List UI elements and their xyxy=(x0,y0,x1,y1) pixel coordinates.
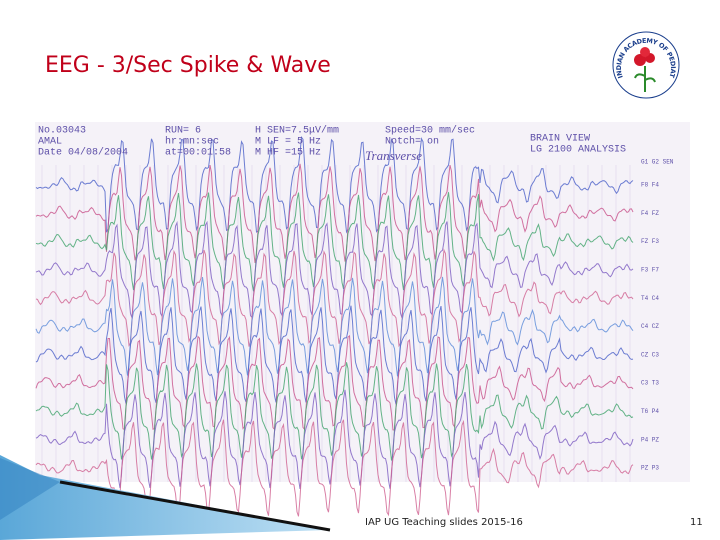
channel-labels: F8 F4 F4 FZ FZ F3 F3 F7 T4 C4 C4 CZ CZ C3 C3 T3… xyxy=(641,182,659,472)
page-number: 11 xyxy=(690,517,703,528)
channel-label: P4 PZ xyxy=(641,436,659,443)
channel-label: C4 CZ xyxy=(641,323,659,330)
header-text: M LF = 5 Hz xyxy=(255,137,321,148)
montage-label: Transverse xyxy=(365,148,422,163)
header-text: hr:mn:sec xyxy=(165,136,219,148)
logo-stem xyxy=(634,66,656,92)
header-text: RUN= 6 xyxy=(165,126,201,137)
eeg-trace xyxy=(35,305,634,405)
channel-label: T4 C4 xyxy=(641,295,659,302)
eeg-trace xyxy=(35,220,634,319)
channel-label: PZ P3 xyxy=(641,465,659,472)
column-header: G1 G2 SEN xyxy=(641,159,674,166)
corner-decoration xyxy=(0,458,60,520)
eeg-trace xyxy=(35,362,634,461)
logo-ring xyxy=(612,31,680,99)
channel-label: CZ C3 xyxy=(641,351,659,358)
corner-stroke xyxy=(59,480,331,532)
eeg-traces xyxy=(35,135,634,517)
eeg-trace xyxy=(35,163,634,263)
corner-decoration xyxy=(0,455,330,540)
header-text: at=00:01:58 xyxy=(165,148,231,159)
channel-label: T6 P4 xyxy=(641,408,659,415)
eeg-trace xyxy=(35,135,634,234)
channel-label: F8 F4 xyxy=(641,182,659,189)
eeg-trace xyxy=(35,248,634,348)
channel-label: F3 F7 xyxy=(641,266,659,273)
footer: IAP UG Teaching slides 2015-16 xyxy=(365,517,523,528)
header-text: AMAL xyxy=(38,137,62,148)
logo-rose xyxy=(634,54,646,66)
channel-label: FZ F3 xyxy=(641,238,659,245)
eeg-trace xyxy=(35,276,634,377)
header-text: LG 2100 ANALYSIS xyxy=(530,145,626,156)
header-text: BRAIN VIEW xyxy=(530,134,590,145)
header-text: Notch= on xyxy=(385,136,439,148)
header-text: No.03043 xyxy=(38,126,86,137)
header-text: Speed=30 mm/sec xyxy=(385,125,475,137)
header-text: Date 04/08/2004 xyxy=(38,147,128,159)
channel-label: F4 FZ xyxy=(641,210,659,217)
channel-label: C3 T3 xyxy=(641,380,659,387)
header-text: H SEN=7.5μV/mm xyxy=(255,125,339,137)
eeg-trace xyxy=(35,419,634,517)
slide-title: EEG - 3/Sec Spike & Wave xyxy=(45,53,331,78)
eeg-header: No.03043 AMAL Date 04/08/2004 RUN= 6 hr:… xyxy=(38,125,674,166)
logo-rose xyxy=(640,47,650,57)
header-text: M HF =15 Hz xyxy=(255,148,321,159)
eeg-trace xyxy=(35,389,634,489)
eeg-grid xyxy=(41,165,631,482)
